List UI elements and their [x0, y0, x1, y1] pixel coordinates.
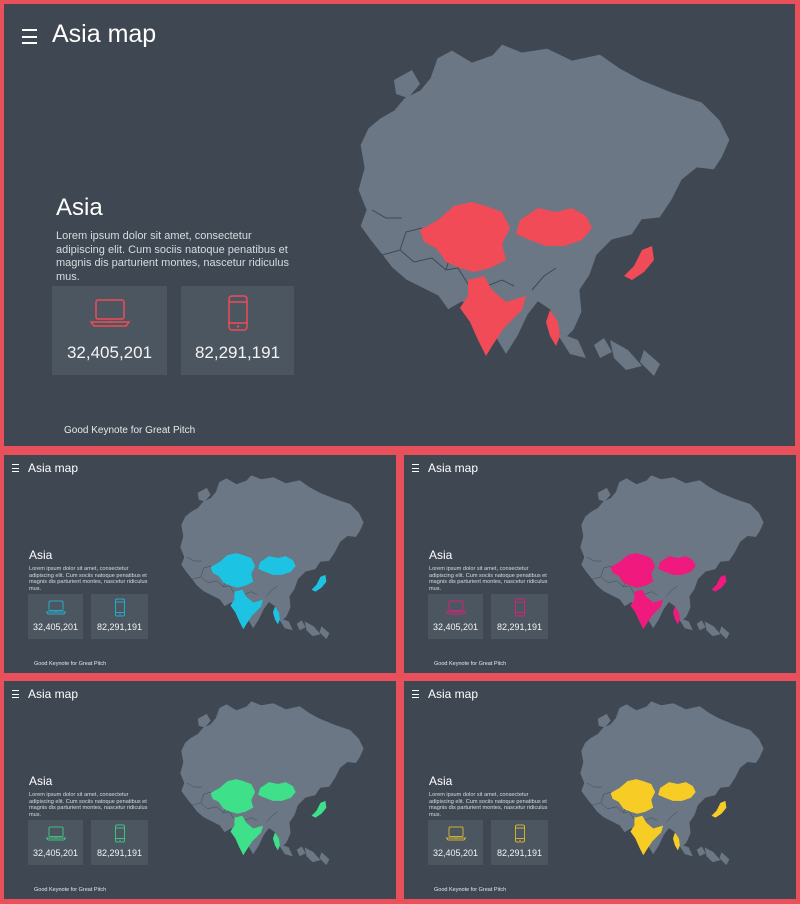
- slide-title: Asia map: [428, 461, 479, 475]
- laptop-icon: [446, 600, 466, 615]
- slide-thumbnail-1[interactable]: Asia map Asia Lorem ipsum dolor sit amet…: [4, 455, 396, 673]
- footer-text: Good Keynote for Great Pitch: [64, 425, 196, 436]
- menu-icon[interactable]: [22, 29, 37, 44]
- stat-value: 32,405,201: [32, 622, 79, 632]
- region-title: Asia: [29, 548, 53, 562]
- slide-title: Asia map: [428, 687, 479, 701]
- stat-card-laptop: 32,405,201: [52, 286, 167, 375]
- stat-value: 82,291,191: [194, 343, 281, 362]
- asia-map: [179, 700, 365, 866]
- laptop-icon: [46, 600, 66, 615]
- stat-value: 32,405,201: [432, 622, 479, 632]
- slide-title: Asia map: [52, 20, 157, 48]
- stat-card-phone: 82,291,191: [91, 594, 148, 639]
- stat-value: 82,291,191: [496, 622, 543, 632]
- slide-title: Asia map: [28, 687, 79, 701]
- laptop-icon: [446, 826, 466, 841]
- smartphone-icon: [515, 824, 525, 843]
- stat-value: 82,291,191: [96, 622, 143, 632]
- region-description: Lorem ipsum dolor sit amet, consectetur …: [29, 566, 148, 592]
- region-description: Lorem ipsum dolor sit amet, consectetur …: [429, 792, 548, 818]
- menu-icon[interactable]: [12, 464, 19, 472]
- stat-card-laptop: 32,405,201: [28, 820, 83, 865]
- smartphone-icon: [115, 824, 125, 843]
- region-description: Lorem ipsum dolor sit amet, consectetur …: [56, 230, 289, 283]
- stat-card-laptop: 32,405,201: [28, 594, 83, 639]
- region-title: Asia: [29, 774, 53, 788]
- stat-value: 32,405,201: [432, 848, 479, 858]
- laptop-icon: [46, 826, 66, 841]
- region-description: Lorem ipsum dolor sit amet, consectetur …: [429, 566, 548, 592]
- footer-text: Good Keynote for Great Pitch: [34, 887, 107, 893]
- stat-card-phone: 82,291,191: [491, 594, 548, 639]
- smartphone-icon: [115, 598, 125, 617]
- region-title: Asia: [56, 194, 103, 221]
- stat-card-phone: 82,291,191: [181, 286, 294, 375]
- laptop-icon: [90, 299, 130, 327]
- region-title: Asia: [429, 774, 453, 788]
- stat-value: 82,291,191: [496, 848, 543, 858]
- asia-map: [579, 700, 765, 866]
- footer-text: Good Keynote for Great Pitch: [434, 887, 507, 893]
- slide-thumbnail-4[interactable]: Asia map Asia Lorem ipsum dolor sit amet…: [404, 681, 796, 899]
- region-description: Lorem ipsum dolor sit amet, consectetur …: [29, 792, 148, 818]
- stat-value: 32,405,201: [66, 343, 153, 362]
- asia-map: [179, 474, 365, 640]
- slide-main[interactable]: Asia map Asia Lorem ipsum dolor sit amet…: [4, 4, 795, 446]
- stat-card-laptop: 32,405,201: [428, 594, 483, 639]
- footer-text: Good Keynote for Great Pitch: [34, 661, 107, 667]
- stat-card-phone: 82,291,191: [491, 820, 548, 865]
- smartphone-icon: [515, 598, 525, 617]
- stat-value: 32,405,201: [32, 848, 79, 858]
- stat-card-phone: 82,291,191: [91, 820, 148, 865]
- menu-icon[interactable]: [412, 690, 419, 698]
- slide-thumbnail-3[interactable]: Asia map Asia Lorem ipsum dolor sit amet…: [4, 681, 396, 899]
- stat-value: 82,291,191: [96, 848, 143, 858]
- region-title: Asia: [429, 548, 453, 562]
- asia-map: [357, 43, 731, 377]
- stat-card-laptop: 32,405,201: [428, 820, 483, 865]
- menu-icon[interactable]: [412, 464, 419, 472]
- asia-map: [579, 474, 765, 640]
- footer-text: Good Keynote for Great Pitch: [434, 661, 507, 667]
- menu-icon[interactable]: [12, 690, 19, 698]
- smartphone-icon: [228, 295, 248, 331]
- slide-thumbnail-2[interactable]: Asia map Asia Lorem ipsum dolor sit amet…: [404, 455, 796, 673]
- slide-title: Asia map: [28, 461, 79, 475]
